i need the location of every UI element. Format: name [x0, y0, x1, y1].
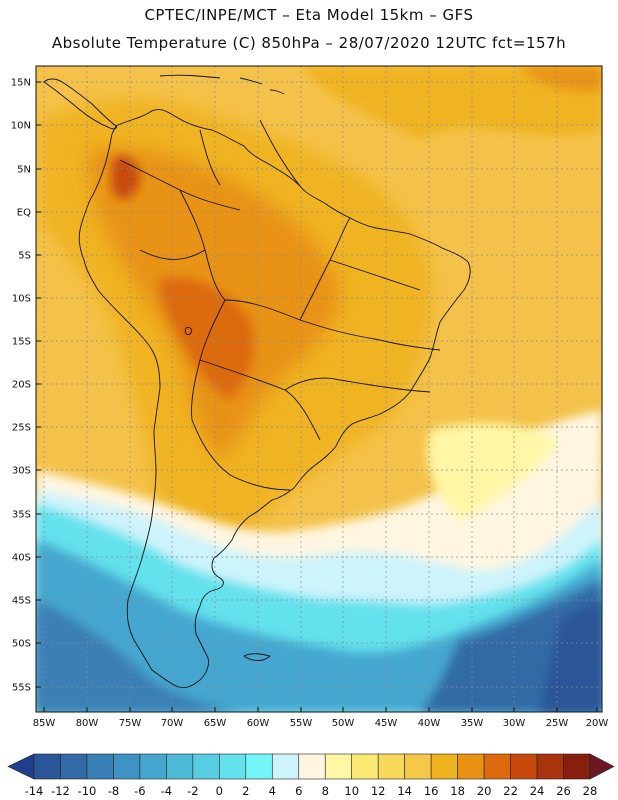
- colorbar-label: 24: [530, 784, 545, 798]
- map-title-variable: Absolute Temperature (C) 850hPa – 28/07/…: [51, 34, 567, 52]
- lake-titicaca: [184, 327, 193, 335]
- colorbar-label: -14: [25, 784, 44, 798]
- coastlines-borders: [43, 74, 471, 689]
- lat-label: 35S: [12, 510, 31, 521]
- colorbar-label: 20: [477, 784, 492, 798]
- colorbar-box: [139, 753, 167, 780]
- colorbar-label: 2: [242, 784, 249, 798]
- colorbar-label: -4: [161, 784, 172, 798]
- colorbar-box: [113, 753, 141, 780]
- colorbar-label: 10: [344, 784, 359, 798]
- longitude-labels: 85W 80W 75W 70W 65W 60W 55W 50W 45W 40W 35W 30W 25W 2…: [33, 707, 609, 729]
- lon-label: 40W: [418, 718, 441, 729]
- lon-label: 85W: [33, 718, 56, 729]
- lat-label: 25S: [12, 423, 31, 434]
- central-america-coastline: [43, 78, 117, 130]
- colorbar-box: [483, 753, 511, 780]
- lat-label: EQ: [17, 208, 31, 219]
- colorbar-box: [351, 753, 379, 780]
- colorbar-label: -10: [78, 784, 97, 798]
- lon-label: 55W: [290, 718, 313, 729]
- colorbar-arrow-low: [7, 753, 35, 780]
- colorbar-label: -2: [187, 784, 198, 798]
- colorbar-box: [430, 753, 458, 780]
- colorbar-label: 28: [583, 784, 598, 798]
- colorbar-label: 12: [371, 784, 386, 798]
- colorbar-box: [166, 753, 194, 780]
- colorbar-box: [192, 753, 220, 780]
- lon-label: 35W: [461, 718, 484, 729]
- colorbar-box: [86, 753, 114, 780]
- colorbar-arrow-high: [589, 753, 615, 780]
- lat-label: 50S: [12, 639, 31, 650]
- map-title-source: CPTEC/INPE/MCT – Eta Model 15km – GFS: [144, 6, 474, 24]
- lat-label: 40S: [12, 553, 31, 564]
- lon-label: 50W: [332, 718, 355, 729]
- colorbar-label: 22: [503, 784, 518, 798]
- country-borders: [119, 119, 441, 491]
- colorbar-box: [377, 753, 405, 780]
- lon-label: 60W: [247, 718, 270, 729]
- colorbar-label: -8: [108, 784, 119, 798]
- lat-label: 55S: [12, 683, 31, 694]
- colorbar-label: 18: [450, 784, 465, 798]
- caribbean-islands: [159, 74, 285, 95]
- colorbar-box: [219, 753, 247, 780]
- colorbar-box: [33, 753, 61, 780]
- map-graticule: [36, 66, 602, 712]
- temperature-field: [36, 66, 602, 712]
- colorbar-label: 6: [295, 784, 302, 798]
- colorbar-label: 26: [556, 784, 571, 798]
- colorbar-label: -12: [51, 784, 70, 798]
- lon-label: 70W: [161, 718, 184, 729]
- lon-label: 45W: [375, 718, 398, 729]
- colorbar: [7, 753, 615, 780]
- lon-label: 20W: [586, 718, 609, 729]
- lat-label: 10N: [11, 121, 31, 132]
- lat-label: 45S: [12, 596, 31, 607]
- lon-label: 30W: [503, 718, 526, 729]
- colorbar-label: 8: [322, 784, 329, 798]
- lat-label: 20S: [12, 380, 31, 391]
- colorbar-box: [457, 753, 485, 780]
- colorbar-box: [404, 753, 432, 780]
- south-america-coastline: [78, 109, 471, 689]
- lat-label: 30S: [12, 466, 31, 477]
- colorbar-box: [563, 753, 591, 780]
- colorbar-box: [536, 753, 564, 780]
- lat-label: 5S: [18, 251, 31, 262]
- colorbar-label: 0: [216, 784, 223, 798]
- colorbar-label: 16: [424, 784, 439, 798]
- colorbar-box: [245, 753, 273, 780]
- colorbar-label: 14: [397, 784, 412, 798]
- colorbar-box: [510, 753, 538, 780]
- colorbar-box: [60, 753, 88, 780]
- lat-label: 5N: [17, 165, 31, 176]
- latitude-labels: 15N 10N 5N EQ 5S 10S 15S 20S 25S 30S 35S 40S 45S 50S 5…: [11, 78, 41, 694]
- map-frame: [35, 65, 603, 713]
- lon-label: 75W: [119, 718, 142, 729]
- lon-label: 65W: [204, 718, 227, 729]
- lon-label: 80W: [76, 718, 99, 729]
- colorbar-box: [324, 753, 353, 780]
- lat-label: 15N: [11, 78, 31, 89]
- colorbar-label: 4: [269, 784, 276, 798]
- colorbar-labels: -14 -12 -10 -8 -6 -4 -2 0 2 4 6 8 10 12 14 16 18 20 22 24 26…: [25, 784, 598, 798]
- falklands: [243, 653, 271, 661]
- colorbar-box: [271, 753, 300, 780]
- lat-label: 15S: [12, 337, 31, 348]
- colorbar-box: [298, 753, 326, 780]
- lat-label: 10S: [12, 294, 31, 305]
- lon-label: 25W: [546, 718, 569, 729]
- colorbar-label: -6: [134, 784, 145, 798]
